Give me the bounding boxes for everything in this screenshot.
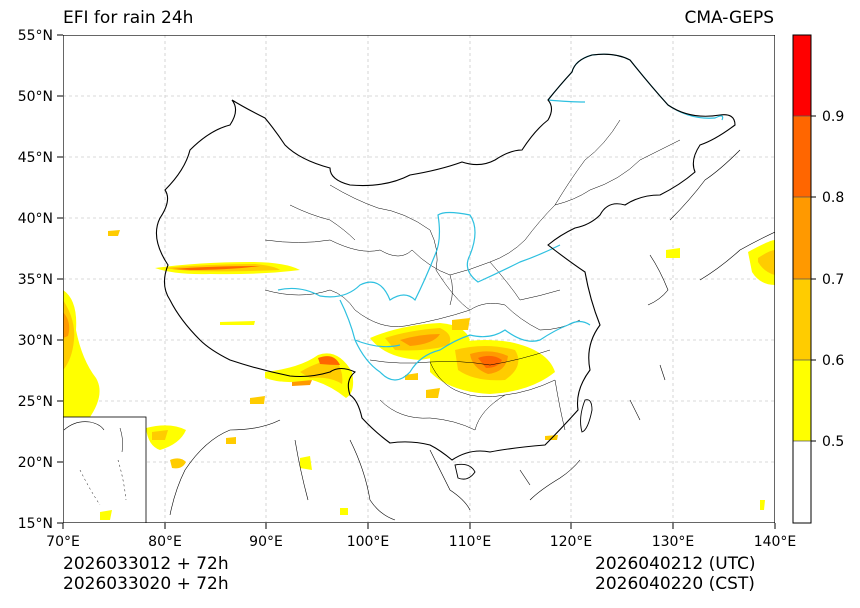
lat-tick-label: 50°N [18, 89, 53, 105]
colorbar-segment [793, 441, 811, 523]
neighbour-borders [169, 149, 775, 521]
river-yellow [277, 211, 561, 302]
lon-tick-label: 90°E [249, 534, 283, 550]
lat-tick-label: 20°N [18, 455, 53, 471]
map-title: EFI for rain 24h [63, 8, 194, 28]
efi-shading [63, 230, 775, 515]
colorbar-segment [793, 116, 811, 197]
river-amur [547, 53, 724, 121]
lon-labels: 70°E 80°E 90°E 100°E 110°E 120°E 130°E 1… [46, 534, 796, 550]
axis-ticks [57, 34, 776, 529]
colorbar-label: 0.6 [822, 353, 844, 369]
colorbar-label: 0.7 [822, 272, 844, 288]
lat-tick-label: 35°N [18, 272, 53, 288]
lat-labels: 15°N 20°N 25°N 30°N 35°N 40°N 45°N 50°N … [18, 28, 53, 532]
colorbar-label: 0.8 [822, 190, 844, 206]
lat-tick-label: 55°N [18, 28, 53, 44]
init-time-block: 2026033012 + 72h 2026033020 + 72h [63, 554, 229, 594]
lat-tick-label: 15°N [18, 516, 53, 532]
lon-tick-label: 120°E [550, 534, 593, 550]
init-time-utc: 2026033012 + 72h [63, 554, 229, 574]
lat-tick-label: 40°N [18, 211, 53, 227]
colorbar-label: 0.5 [822, 434, 844, 450]
init-time-cst: 2026033020 + 72h [63, 574, 229, 594]
rivers [277, 53, 724, 381]
south-china-sea-inset [63, 416, 147, 523]
lat-tick-label: 45°N [18, 150, 53, 166]
colorbar-segment [793, 35, 811, 116]
lat-tick-label: 30°N [18, 333, 53, 349]
colorbar: 0.5 0.6 0.7 0.8 0.9 [792, 34, 844, 524]
valid-time-cst: 2026040220 (CST) [595, 574, 755, 594]
colorbar-segment [793, 197, 811, 279]
china-boundary [155, 53, 736, 461]
lon-tick-label: 70°E [46, 534, 80, 550]
colorbar-label: 0.9 [822, 109, 844, 125]
river-yangtze [339, 299, 591, 381]
colorbar-segment [793, 279, 811, 360]
lon-tick-label: 100°E [347, 534, 390, 550]
model-name: CMA-GEPS [684, 8, 774, 28]
lon-tick-label: 140°E [754, 534, 797, 550]
taiwan-island [580, 399, 593, 433]
gridlines [63, 35, 775, 523]
lat-tick-label: 25°N [18, 394, 53, 410]
map-content [63, 35, 775, 523]
hainan-island [454, 463, 476, 480]
province-borders [264, 119, 681, 431]
lon-tick-label: 80°E [148, 534, 182, 550]
lon-tick-label: 110°E [449, 534, 492, 550]
colorbar-segment [793, 360, 811, 441]
valid-time-block: 2026040212 (UTC) 2026040220 (CST) [595, 554, 756, 594]
valid-time-utc: 2026040212 (UTC) [595, 554, 756, 574]
lon-tick-label: 130°E [652, 534, 695, 550]
